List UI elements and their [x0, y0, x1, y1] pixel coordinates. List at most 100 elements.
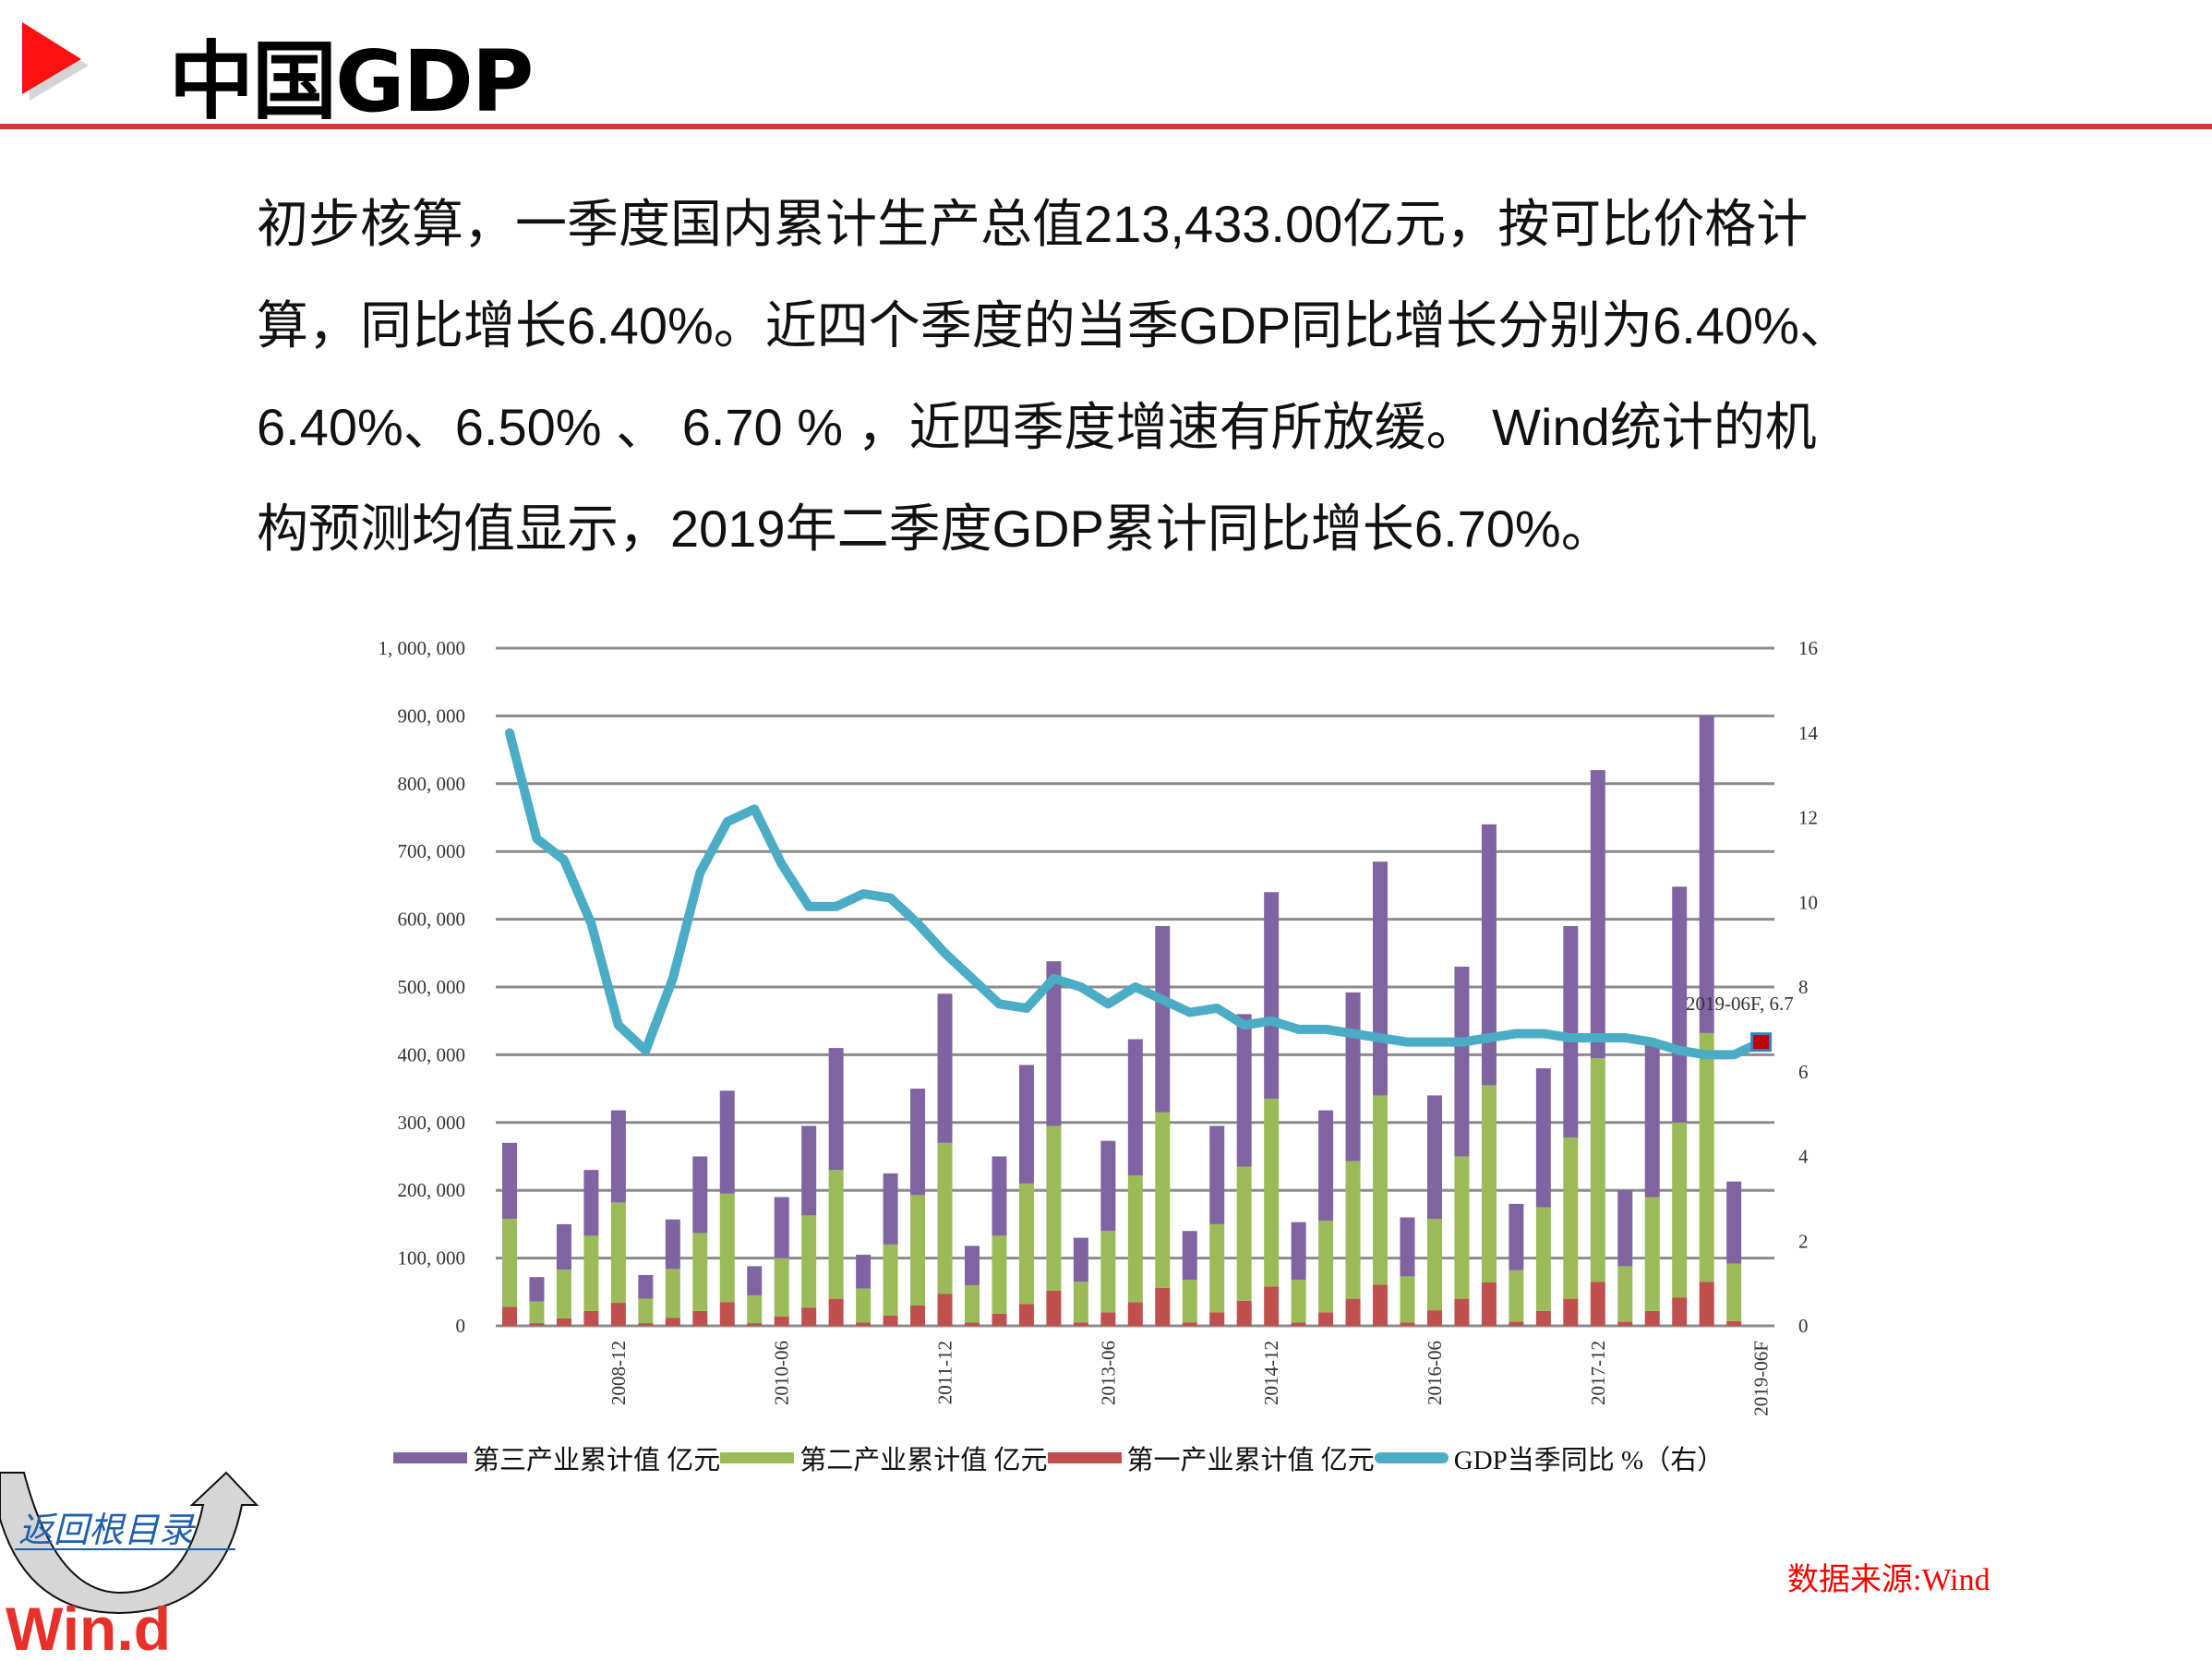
bar-segment — [747, 1266, 762, 1295]
x-tick-label: 2008-12 — [607, 1341, 630, 1405]
legend-label: GDP当季同比 %（右） — [1454, 1438, 1724, 1477]
bar-segment — [1318, 1312, 1333, 1326]
y-left-tick-label: 1, 000, 000 — [379, 637, 466, 659]
legend-label: 第一产业累计值 亿元 — [1127, 1438, 1375, 1477]
bar-segment — [1563, 1137, 1578, 1299]
legend-swatch — [393, 1452, 467, 1463]
bar-segment — [938, 1143, 953, 1294]
bar-segment — [1346, 1299, 1361, 1326]
forecast-marker — [1752, 1034, 1771, 1051]
bar-segment — [1183, 1322, 1197, 1326]
x-tick-label: 2014-12 — [1260, 1341, 1282, 1405]
bar-segment — [1482, 1282, 1497, 1326]
bar-segment — [583, 1311, 598, 1326]
bar-segment — [1264, 1286, 1279, 1326]
bar-segment — [1100, 1231, 1115, 1312]
bar-segment — [1346, 1161, 1361, 1299]
bar-segment — [1645, 1041, 1660, 1198]
bar-segment — [1183, 1280, 1197, 1322]
y-left-tick-label: 400, 000 — [398, 1043, 466, 1065]
bar-segment — [910, 1306, 925, 1326]
bar-segment — [1726, 1321, 1741, 1326]
bar-segment — [1454, 1157, 1469, 1299]
back-to-index-text: 返回根目录 — [18, 1510, 197, 1550]
y-right-tick-label: 8 — [1798, 976, 1809, 998]
bar-segment — [692, 1311, 707, 1326]
bar-segment — [557, 1318, 571, 1326]
bar-segment — [1019, 1305, 1034, 1326]
bar-segment — [1645, 1198, 1660, 1311]
bar-segment — [1427, 1095, 1442, 1219]
bar-segment — [1373, 861, 1388, 1095]
bar-segment — [884, 1174, 898, 1245]
bar-segment — [720, 1194, 735, 1302]
bar-segment — [1237, 1014, 1252, 1166]
bar-segment — [992, 1235, 1006, 1313]
bar-segment — [692, 1157, 707, 1234]
bar-segment — [1155, 926, 1170, 1113]
y-left-tick-label: 500, 000 — [398, 976, 466, 998]
bar-segment — [1373, 1095, 1388, 1284]
y-right-tick-label: 2 — [1798, 1230, 1809, 1252]
bar-segment — [1401, 1322, 1415, 1326]
bar-segment — [1645, 1311, 1660, 1326]
chart-legend: 第三产业累计值 亿元 第二产业累计值 亿元 第一产业累计值 亿元 GDP当季同比… — [393, 1438, 1724, 1477]
bar-segment — [884, 1316, 898, 1326]
y-left-tick-label: 600, 000 — [398, 909, 466, 931]
x-tick-label: 2016-06 — [1424, 1341, 1446, 1405]
y-left-tick-label: 0 — [456, 1315, 466, 1337]
bar-segment — [583, 1235, 598, 1310]
bar-segment — [666, 1220, 680, 1270]
y-left-tick-label: 300, 000 — [398, 1112, 466, 1134]
bar-segment — [1726, 1182, 1741, 1264]
bar-segment — [1128, 1175, 1143, 1302]
bar-segment — [611, 1202, 626, 1303]
bar-segment — [856, 1255, 871, 1289]
bar-segment — [1672, 1123, 1687, 1297]
bar-segment — [884, 1245, 898, 1316]
bar-segment — [829, 1048, 844, 1170]
y-right-tick-label: 6 — [1798, 1061, 1809, 1083]
bar-segment — [1292, 1222, 1306, 1280]
bar-segment — [1209, 1125, 1224, 1223]
bar-segment — [1209, 1312, 1224, 1326]
bar-segment — [1454, 1299, 1469, 1326]
bar-segment — [502, 1306, 517, 1326]
forecast-label: 2019-06F, 6.7 — [1686, 993, 1794, 1015]
bar-segment — [1046, 1125, 1061, 1290]
legend-item-gdp-yoy: GDP当季同比 %（右） — [1375, 1438, 1724, 1477]
bar-segment — [1209, 1224, 1224, 1312]
bar-segment — [720, 1302, 735, 1326]
bar-segment — [938, 993, 953, 1142]
bar-segment — [910, 1195, 925, 1306]
bar-segment — [1509, 1270, 1523, 1322]
bar-segment — [1509, 1204, 1523, 1270]
x-tick-label: 2011-12 — [934, 1341, 956, 1404]
bar-segment — [1373, 1284, 1388, 1326]
y-right-tick-label: 16 — [1798, 637, 1818, 659]
bar-segment — [775, 1198, 789, 1258]
bar-segment — [1401, 1276, 1415, 1322]
y-left-tick-label: 700, 000 — [398, 840, 466, 862]
bar-segment — [1591, 1282, 1605, 1326]
bar-segment — [829, 1170, 844, 1298]
bar-segment — [1700, 1033, 1714, 1282]
bar-segment — [720, 1090, 735, 1194]
y-right-tick-label: 4 — [1798, 1146, 1809, 1168]
x-tick-label: 2019-06F — [1750, 1341, 1773, 1416]
bar-segment — [1700, 716, 1714, 1033]
bar-segment — [1563, 1299, 1578, 1326]
bar-segment — [965, 1322, 980, 1326]
legend-item-tertiary: 第三产业累计值 亿元 — [393, 1438, 720, 1477]
bar-segment — [1401, 1218, 1415, 1277]
bar-segment — [1672, 1297, 1687, 1326]
bar-segment — [1264, 1099, 1279, 1286]
bar-segment — [1509, 1322, 1523, 1326]
bar-segment — [1346, 993, 1361, 1161]
bar-segment — [801, 1125, 816, 1215]
back-to-index-button[interactable]: 返回根目录 Win.d — [0, 1454, 268, 1656]
bar-segment — [801, 1307, 816, 1326]
y-left-tick-label: 800, 000 — [398, 773, 466, 795]
x-tick-label: 2010-06 — [771, 1341, 793, 1405]
